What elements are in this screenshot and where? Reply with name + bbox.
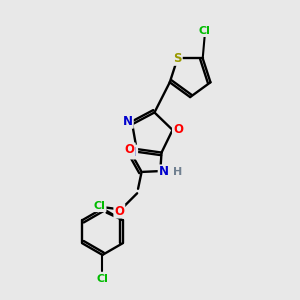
Text: N: N [159, 165, 169, 178]
Text: O: O [173, 123, 183, 136]
Text: O: O [125, 143, 135, 156]
Text: N: N [123, 115, 133, 128]
Text: H: H [173, 167, 182, 177]
Text: Cl: Cl [199, 26, 211, 36]
Text: N: N [127, 146, 137, 158]
Text: Cl: Cl [94, 201, 106, 211]
Text: S: S [173, 52, 182, 65]
Text: Cl: Cl [97, 274, 108, 284]
Text: O: O [114, 205, 124, 218]
